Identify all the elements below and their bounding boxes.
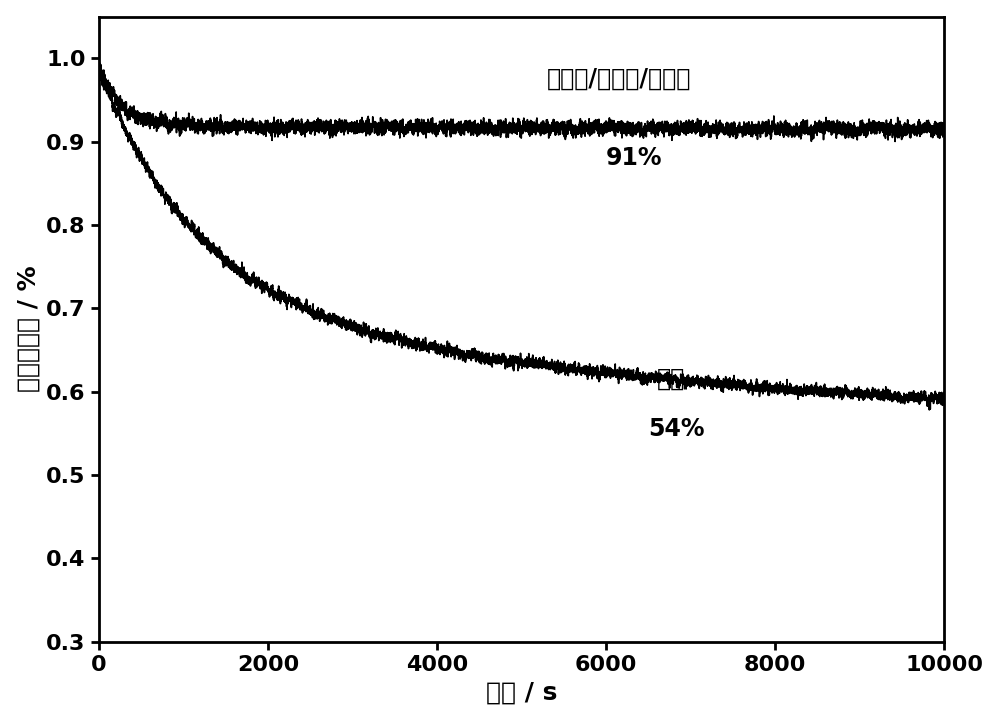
Text: 91%: 91% xyxy=(606,146,663,170)
Y-axis label: 电流保持率 / %: 电流保持率 / % xyxy=(17,266,41,392)
Text: 54%: 54% xyxy=(648,417,705,441)
Text: 遑碳: 遑碳 xyxy=(657,367,685,391)
X-axis label: 时间 / s: 时间 / s xyxy=(486,681,557,704)
Text: 掺氮碳/石墨烯/氧化锰: 掺氮碳/石墨烯/氧化锰 xyxy=(547,67,691,91)
